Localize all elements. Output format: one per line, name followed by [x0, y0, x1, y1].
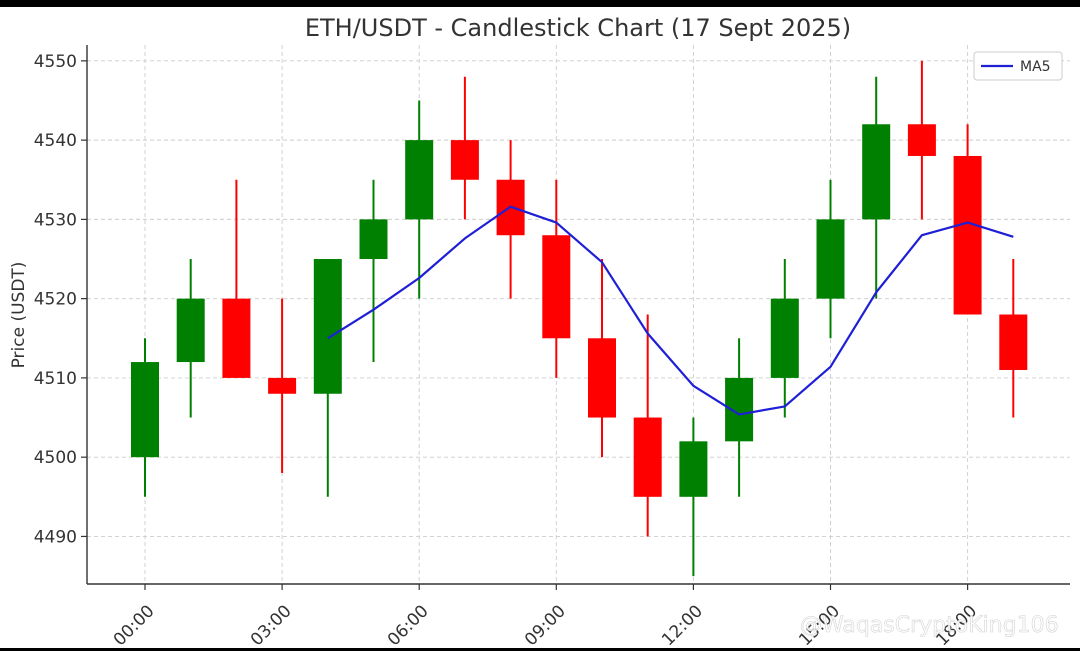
- candle-body: [222, 298, 251, 378]
- y-tick-label: 4530: [34, 210, 77, 230]
- y-tick-label: 4490: [34, 527, 77, 547]
- candle-body: [633, 417, 662, 497]
- candle-body: [405, 140, 434, 220]
- x-tick-label: 09:00: [521, 601, 570, 650]
- y-tick-label: 4520: [34, 290, 77, 310]
- candle-body: [588, 338, 616, 418]
- candle-body: [725, 377, 754, 442]
- legend-ma5-label: MA5: [1020, 59, 1051, 75]
- y-tick-label: 4540: [34, 131, 77, 151]
- candle-body: [816, 219, 845, 299]
- ma5-series: [327, 205, 1014, 416]
- watermark-text: @WaqasCryptoKing106: [800, 613, 1059, 638]
- candle-body: [268, 377, 297, 394]
- legend-box: [973, 51, 1063, 81]
- candle-body: [907, 124, 936, 156]
- ma5-line: [327, 205, 1014, 416]
- x-tick-label: 00:00: [110, 601, 159, 650]
- y-tick-label: 4550: [34, 52, 77, 72]
- candle-body: [542, 235, 571, 339]
- y-tick-label: 4500: [34, 448, 77, 468]
- candle-body: [770, 298, 799, 378]
- candle-body: [679, 441, 708, 497]
- candle-body: [176, 298, 205, 363]
- candle-body: [450, 140, 479, 180]
- candle-body: [999, 314, 1028, 370]
- candle-body: [953, 155, 982, 315]
- candle-body: [313, 259, 342, 394]
- chart-title: ETH/USDT - Candlestick Chart (17 Sept 20…: [305, 14, 851, 42]
- x-tick-label: 12:00: [658, 601, 707, 650]
- top-border: [0, 0, 1080, 7]
- x-tick-label: 06:00: [384, 601, 433, 650]
- y-tick-label: 4510: [34, 369, 77, 389]
- candle-body: [359, 219, 388, 260]
- x-tick-label: 03:00: [247, 601, 296, 650]
- y-axis-label: Price (USDT): [9, 262, 29, 369]
- bottom-border: [0, 648, 1080, 651]
- candles: [131, 60, 1028, 577]
- candle-body: [862, 124, 891, 220]
- candle-body: [131, 362, 159, 458]
- legend: MA5: [973, 51, 1063, 81]
